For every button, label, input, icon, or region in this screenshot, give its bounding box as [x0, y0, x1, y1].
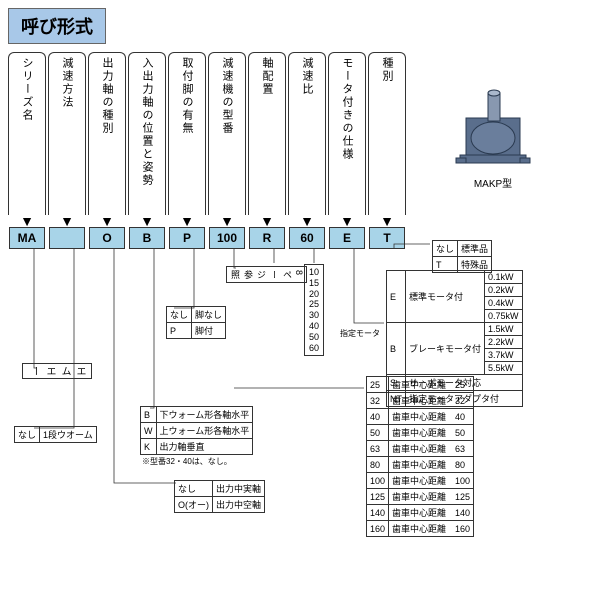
gear-figure: MAKP型 — [448, 83, 538, 190]
column-7: 減速比▼60 — [288, 52, 326, 249]
method-note: なし1段ウオーム — [14, 426, 97, 443]
leg-table: なし脚なしP脚付 — [166, 306, 226, 339]
series-note: エムエー — [22, 363, 92, 379]
code-box: R — [249, 227, 285, 249]
dist-table: 25歯車中心距離 2532歯車中心距離 3240歯車中心距離 4050歯車中心距… — [366, 376, 474, 537]
bracket: モータ付きの仕様 — [328, 52, 366, 215]
column-6: 軸配置▼R — [248, 52, 286, 249]
code-box: B — [129, 227, 165, 249]
column-3: 入出力軸の位置と姿勢▼B — [128, 52, 166, 249]
column-8: モータ付きの仕様▼E — [328, 52, 366, 249]
col-label: モータ付きの仕様 — [339, 57, 355, 161]
col-label: 減速比 — [299, 57, 315, 96]
bracket: シリーズ名 — [8, 52, 46, 215]
bracket: 減速比 — [288, 52, 326, 215]
posture-table: B下ウォーム形各軸水平W上ウォーム形各軸水平K出力軸垂直 — [140, 406, 253, 455]
bracket: 入出力軸の位置と姿勢 — [128, 52, 166, 215]
column-0: シリーズ名▼MA — [8, 52, 46, 249]
page-title: 呼び形式 — [8, 8, 106, 44]
gear-label: MAKP型 — [474, 175, 512, 190]
col-label: 取付脚の有無 — [179, 57, 195, 135]
diagram-root: 呼び形式 シリーズ名▼MA減速方法▼ 出力軸の種別▼O入出力軸の位置と姿勢▼B取… — [8, 8, 592, 249]
page-ref: 8ページ参照 — [226, 266, 307, 283]
bracket: 取付脚の有無 — [168, 52, 206, 215]
column-1: 減速方法▼ — [48, 52, 86, 249]
code-box: T — [369, 227, 405, 249]
bracket: 出力軸の種別 — [88, 52, 126, 215]
col-label: 減速機の型番 — [219, 57, 235, 135]
ratio-list: 1015202530405060 — [304, 264, 324, 356]
bracket: 軸配置 — [248, 52, 286, 215]
column-4: 取付脚の有無▼P — [168, 52, 206, 249]
column-9: 種別▼T — [368, 52, 406, 249]
output-table: なし出力中実軸O(オー)出力中空軸 — [174, 480, 265, 513]
spec-table: なし標準品T特殊品 — [432, 240, 492, 273]
col-label: シリーズ名 — [19, 57, 35, 122]
col-label: 軸配置 — [259, 57, 275, 96]
bracket: 減速機の型番 — [208, 52, 246, 215]
col-label: 入出力軸の位置と姿勢 — [139, 57, 155, 187]
code-box: O — [89, 227, 125, 249]
bracket: 種別 — [368, 52, 406, 215]
code-box: MA — [9, 227, 45, 249]
code-box — [49, 227, 85, 249]
code-box: P — [169, 227, 205, 249]
col-label: 減速方法 — [59, 57, 75, 109]
code-box: 60 — [289, 227, 325, 249]
column-2: 出力軸の種別▼O — [88, 52, 126, 249]
posture-note: ※型番32・40は、なし。 — [142, 456, 232, 467]
col-label: 種別 — [379, 57, 395, 83]
col-label: 出力軸の種別 — [99, 57, 115, 135]
column-5: 減速機の型番▼100 — [208, 52, 246, 249]
bracket: 減速方法 — [48, 52, 86, 215]
code-box: E — [329, 227, 365, 249]
code-box: 100 — [209, 227, 245, 249]
motor-label: 指定モータ — [340, 328, 380, 339]
